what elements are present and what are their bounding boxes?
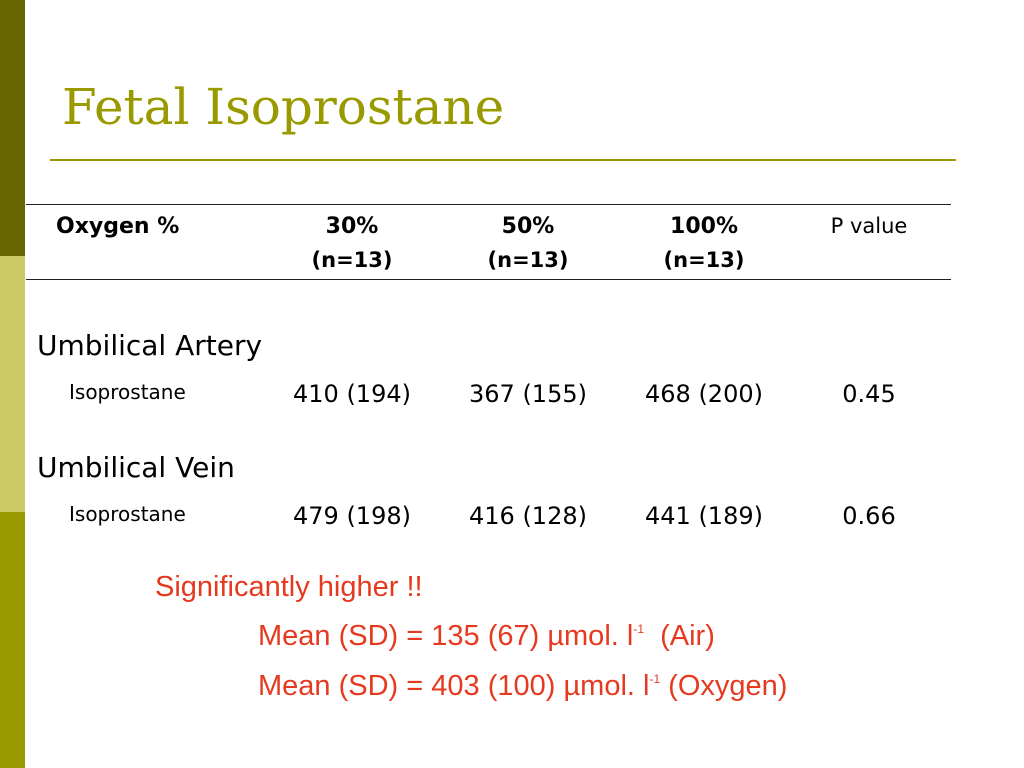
artery-value-30: 410 (194) [293,380,411,408]
row-label-artery-isoprostane: Isoprostane [69,380,186,404]
section-umbilical-artery: Umbilical Artery [37,329,263,362]
header-30-n: (n=13) [311,248,393,272]
header-100-n: (n=13) [663,248,745,272]
note-line-air-tail: (Air) [644,620,715,652]
note-line-oxygen-exponent: -1 [649,672,661,686]
decor-bar-middle [0,256,25,512]
header-oxygen: Oxygen % [56,214,180,239]
vein-value-30: 479 (198) [293,502,411,530]
vein-value-50: 416 (128) [469,502,587,530]
decor-bar-top [0,0,25,256]
row-label-vein-isoprostane: Isoprostane [69,502,186,526]
artery-pvalue: 0.45 [842,380,896,408]
header-100: 100% [670,214,738,239]
header-50-n: (n=13) [487,248,569,272]
note-line-air-text: Mean (SD) = 135 (67) µmol. l [258,620,634,652]
artery-value-100: 468 (200) [645,380,763,408]
note-line-oxygen-tail: (Oxygen) [660,670,788,702]
note-line-air-exponent: -1 [633,622,644,636]
header-30: 30% [325,214,379,239]
decor-bar-bottom [0,512,25,768]
note-line-air: Mean (SD) = 135 (67) µmol. l-1 (Air) [258,620,715,653]
header-50: 50% [501,214,555,239]
slide-title: Fetal Isoprostane [62,78,505,136]
artery-value-50: 367 (155) [469,380,587,408]
title-underline [50,159,956,161]
header-pvalue: P value [830,214,908,238]
vein-pvalue: 0.66 [842,502,896,530]
note-line-oxygen: Mean (SD) = 403 (100) µmol. l-1 (Oxygen) [258,670,787,703]
table-header-rule [26,279,951,280]
vein-value-100: 441 (189) [645,502,763,530]
note-line-oxygen-text: Mean (SD) = 403 (100) µmol. l [258,670,650,702]
note-heading: Significantly higher !! [155,571,423,603]
section-umbilical-vein: Umbilical Vein [37,451,235,484]
table-top-rule [26,204,951,205]
